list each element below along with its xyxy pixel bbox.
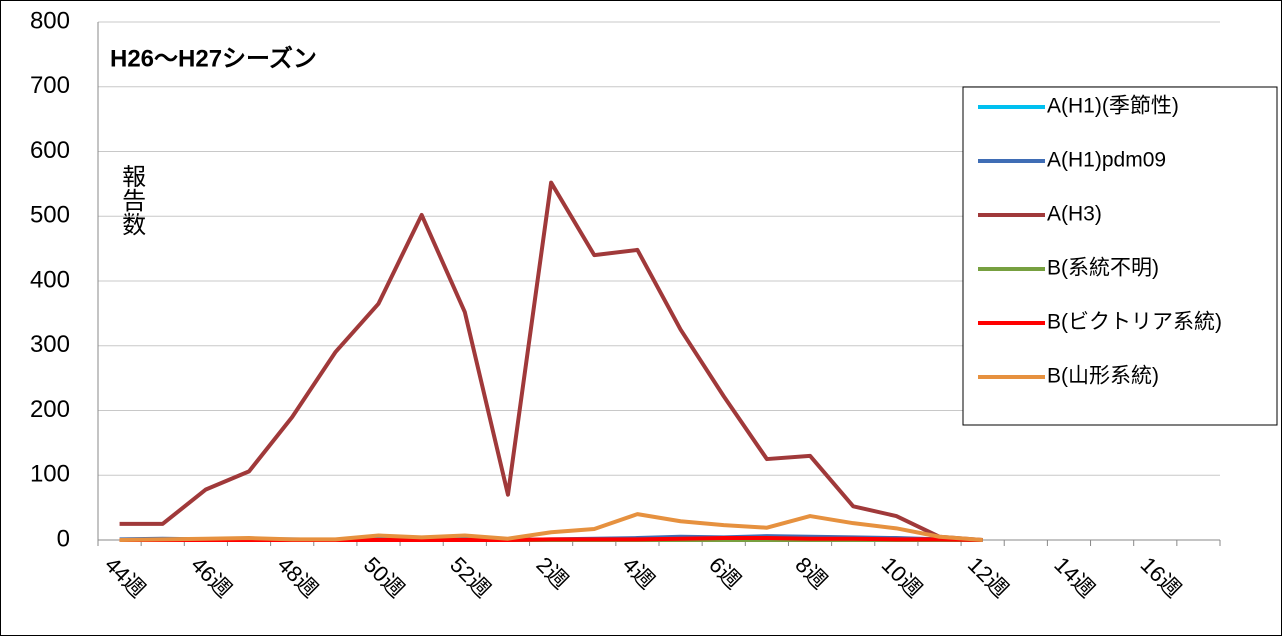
y-tick-label: 400 (30, 266, 70, 293)
legend-label: A(H1)pdm09 (1047, 149, 1166, 172)
y-tick-label: 0 (57, 525, 70, 552)
y-tick-label: 800 (30, 7, 70, 34)
legend-label: A(H1)(季節性) (1047, 95, 1179, 118)
y-tick-label: 500 (30, 202, 70, 229)
legend-box (962, 86, 1278, 426)
legend-label: B(山形系統) (1047, 365, 1159, 388)
y-tick-label: 200 (30, 396, 70, 423)
series-line (119, 512, 983, 542)
y-tick-label: 300 (30, 331, 70, 358)
y-axis-label: 報告数 (118, 164, 146, 236)
series-line (119, 180, 983, 542)
y-tick-label: 600 (30, 137, 70, 164)
chart-title: H26〜H27シーズン (110, 44, 317, 72)
legend-label: A(H3) (1047, 203, 1102, 226)
legend-label: B(系統不明) (1047, 257, 1159, 280)
y-tick-label: 100 (30, 461, 70, 488)
legend-label: B(ビクトリア系統) (1047, 311, 1222, 334)
y-tick-label: 700 (30, 72, 70, 99)
